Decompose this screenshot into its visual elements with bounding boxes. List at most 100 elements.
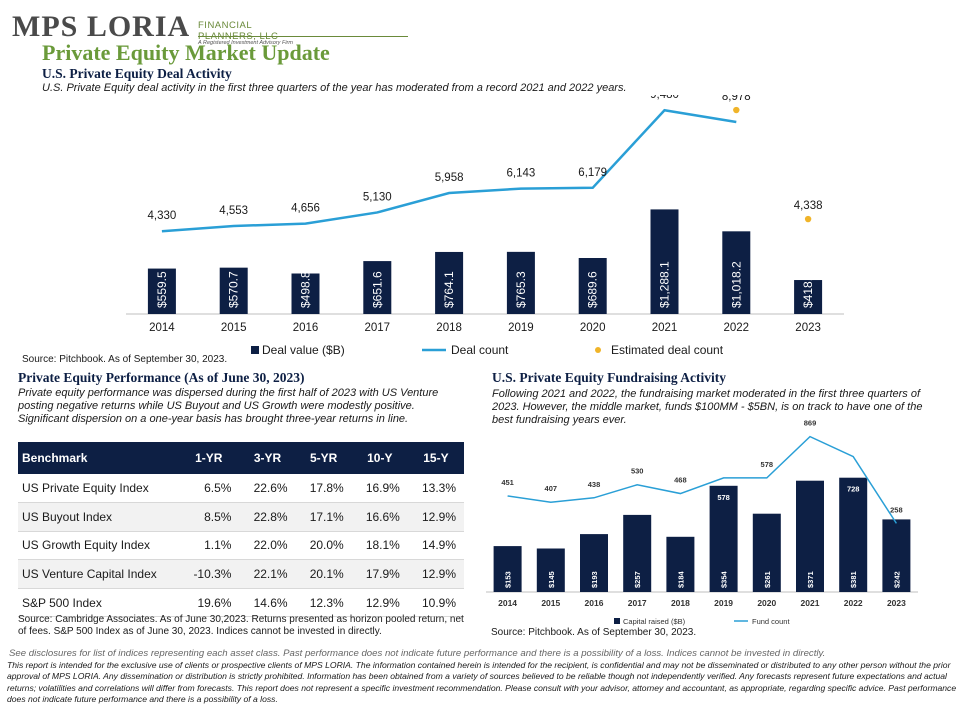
bar-capital-raised (796, 480, 824, 592)
table-cell: US Growth Equity Index (18, 531, 178, 561)
table-cell: US Buyout Index (18, 502, 178, 532)
table-cell: 12.9% (351, 588, 408, 618)
bar-capital-raised (580, 534, 608, 592)
x-tick-label: 2016 (585, 598, 604, 608)
table-cell: 17.8% (295, 474, 352, 504)
x-tick-label: 2019 (508, 322, 534, 334)
legend-label: Estimated deal count (611, 343, 724, 357)
line-data-label: 869 (804, 420, 817, 428)
estimate-point (733, 106, 740, 114)
fund-section-title: U.S. Private Equity Fundraising Activity (492, 370, 727, 385)
table-header: 1-YR (178, 442, 240, 474)
bar-deal-value (291, 273, 320, 314)
x-tick-label: 2016 (293, 322, 319, 334)
bar-data-label: $689.6 (586, 271, 600, 308)
x-tick-label: 2023 (795, 322, 821, 334)
logo-suffix: FINANCIAL PLANNERS, LLC (198, 20, 278, 42)
line-data-label: 5,958 (435, 172, 464, 184)
table-cell: S&P 500 Index (18, 588, 178, 618)
line-data-label: 407 (545, 484, 558, 493)
table-cell: 22.1% (239, 559, 296, 589)
fund-source: Source: Pitchbook. As of September 30, 2… (491, 627, 697, 638)
table-cell: 20.0% (295, 531, 352, 561)
line-data-label: 6,143 (507, 168, 536, 180)
x-tick-label: 2015 (541, 598, 560, 608)
series-line-fund-count (507, 435, 898, 524)
table-cell: 22.8% (239, 502, 296, 532)
x-tick-label: 2018 (671, 598, 690, 608)
table-cell: 12.9% (407, 559, 464, 589)
perf-source: Source: Cambridge Associates. As of June… (18, 614, 464, 637)
bar-data-label: $153 (504, 571, 513, 588)
bar-data-label: $193 (590, 571, 599, 588)
x-tick-label: 2017 (628, 598, 647, 608)
line-data-label: 258 (890, 505, 903, 514)
table-header: 10-Y (351, 442, 408, 474)
legend-swatch-capital-raised (614, 618, 620, 624)
table-header: 5-YR (295, 442, 352, 474)
bar-data-label: $559.5 (155, 271, 169, 308)
performance-table: Benchmark 1-YR 3-YR 5-YR 10-Y 15-Y US Pr… (18, 442, 464, 618)
table-row: US Growth Equity Index 1.1% 22.0% 20.0% … (18, 531, 464, 561)
bar-data-label: $498.8 (299, 271, 313, 308)
x-tick-label: 2023 (887, 598, 906, 608)
x-tick-label: 2014 (498, 598, 517, 608)
table-cell: 13.3% (407, 474, 464, 504)
perf-section-desc: Private equity performance was dispersed… (18, 387, 439, 425)
table-row: S&P 500 Index 19.6% 14.6% 12.3% 12.9% 10… (18, 588, 464, 618)
table-cell: 12.3% (295, 588, 352, 618)
company-logo: MPS LORIA FINANCIAL PLANNERS, LLC A Regi… (12, 10, 408, 46)
table-cell: 12.9% (407, 502, 464, 532)
bar-capital-raised (536, 548, 565, 592)
disclaimer-body: This report is intended for the exclusiv… (7, 659, 957, 705)
legend-label: Deal count (451, 343, 509, 357)
bar-capital-raised (752, 513, 781, 592)
x-tick-label: 2019 (714, 598, 733, 608)
bar-data-label: $765.3 (514, 271, 528, 308)
line-data-label: 451 (501, 478, 514, 487)
estimate-point (804, 215, 812, 223)
line-data-label: 578 (717, 493, 730, 502)
table-cell: 14.9% (407, 531, 464, 561)
table-cell: 14.6% (239, 588, 296, 618)
table-header: 15-Y (407, 442, 464, 474)
table-cell: -10.3% (178, 559, 240, 589)
table-cell: 16.9% (351, 474, 408, 504)
legend-label: Capital raised ($B) (623, 617, 686, 626)
bar-capital-raised (623, 514, 652, 592)
table-cell: 1.1% (178, 531, 240, 561)
table-cell: 19.6% (178, 588, 240, 618)
bar-deal-value (506, 251, 535, 314)
line-data-label: 4,330 (148, 210, 177, 222)
table-header: Benchmark (18, 442, 178, 474)
x-tick-label: 2017 (365, 322, 391, 334)
deal-section-desc: U.S. Private Equity deal activity in the… (42, 82, 627, 94)
table-cell: 18.1% (351, 531, 408, 561)
legend-label: Deal value ($B) (262, 343, 345, 357)
table-row: US Buyout Index 8.5% 22.8% 17.1% 16.6% 1… (18, 502, 464, 532)
bar-data-label: $418.3 (801, 271, 815, 308)
bar-data-label: $1,018.2 (729, 261, 743, 308)
legend-label: Fund count (752, 617, 790, 626)
deal-activity-chart: $559.5 2014 $570.7 2015 $498.8 2016 $651.6 2017… (126, 95, 844, 357)
estimate-data-label: 4,338 (794, 200, 823, 212)
bar-capital-raised (493, 546, 522, 592)
perf-section-title: Private Equity Performance (As of June 3… (18, 370, 305, 385)
logo-divider (198, 36, 408, 37)
logo-tagline: A Registered Investment Advisory Firm (198, 40, 293, 46)
line-data-label: 468 (674, 476, 687, 485)
bar-capital-raised (709, 485, 738, 592)
legend-swatch-deal-value (251, 346, 259, 354)
x-tick-label: 2015 (221, 322, 247, 334)
x-tick-label: 2020 (757, 598, 776, 608)
bar-data-label: $1,288.1 (658, 261, 672, 308)
disclaimer: See disclosures for list of indices repr… (7, 648, 957, 706)
bar-deal-value (578, 258, 607, 314)
bar-data-label: $371 (806, 571, 815, 588)
bar-data-label: $261 (763, 571, 772, 588)
bar-data-label: $242 (892, 571, 901, 588)
x-tick-label: 2021 (801, 598, 820, 608)
bar-data-label: $381 (849, 571, 858, 588)
bar-data-label: $145 (547, 571, 556, 588)
bar-deal-value (363, 261, 392, 314)
